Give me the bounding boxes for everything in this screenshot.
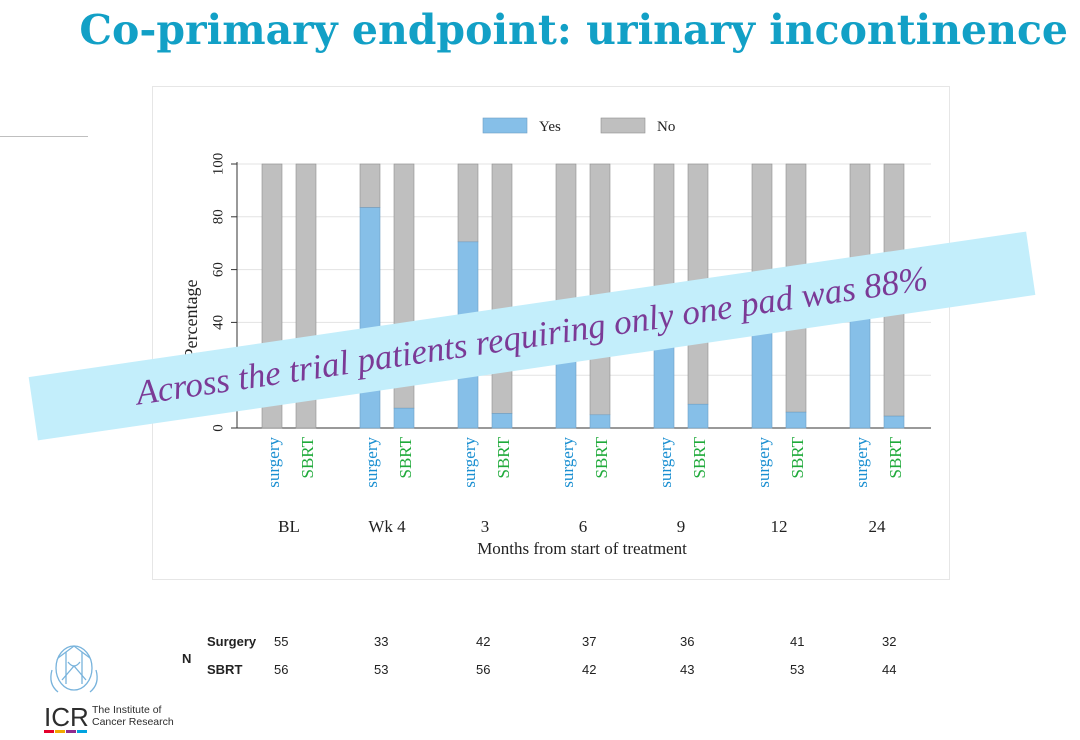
logo-underline-1 [44, 730, 54, 733]
n-table-cell: 56 [274, 662, 289, 677]
bar-arm-label: SBRT [298, 436, 317, 478]
legend-swatch-yes [482, 117, 528, 134]
bar-arm-label: surgery [362, 437, 381, 488]
n-table-label: N [182, 651, 192, 666]
bar-arm-label: surgery [656, 437, 675, 488]
bar-no [359, 163, 381, 208]
n-table-row-label: SBRT [207, 662, 243, 677]
n-table-cell: 32 [882, 634, 897, 649]
n-table-cell: 53 [790, 662, 805, 677]
chart-panel: Yes No 0 40 60 80 100 Percentage Months from s… [152, 86, 950, 580]
bar-yes [589, 414, 611, 429]
bar-yes [883, 415, 905, 429]
legend-label-no: No [657, 119, 675, 135]
bar-no [491, 163, 513, 414]
bar-yes [687, 403, 709, 429]
x-axis-title: Months from start of treatment [477, 539, 687, 558]
bar-arm-label: surgery [264, 437, 283, 488]
bar-arm-label: SBRT [592, 436, 611, 478]
x-group-label: 9 [677, 517, 686, 536]
x-group-label: BL [278, 517, 300, 536]
y-tick-label: 0 [210, 424, 226, 432]
y-axis-title: Percentage [181, 280, 201, 359]
bar-yes [393, 407, 415, 429]
icr-logo: ICR The Institute of Cancer Research [44, 645, 174, 733]
bar-yes [491, 413, 513, 429]
n-table-cell: 36 [680, 634, 695, 649]
x-group-label: 12 [771, 517, 788, 536]
n-table-cell: 41 [790, 634, 805, 649]
n-table-cell: 53 [374, 662, 389, 677]
legend-label-yes: Yes [539, 119, 561, 135]
slide-title: Co-primary endpoint: urinary incontinenc… [79, 6, 1068, 54]
logo-underline-2 [55, 730, 65, 733]
bar-arm-label: SBRT [886, 436, 905, 478]
chart-legend: Yes No [482, 117, 675, 135]
n-table-cell: 33 [374, 634, 389, 649]
bar-arm-label: SBRT [396, 436, 415, 478]
y-tick-label: 60 [210, 262, 226, 277]
legend-swatch-no [600, 117, 646, 134]
logo-underline-4 [77, 730, 87, 733]
bar-arm-label: surgery [754, 437, 773, 488]
n-table-cell: 37 [582, 634, 597, 649]
n-table-row-label: Surgery [207, 634, 257, 649]
bar-no [589, 163, 611, 416]
n-table-cell: 42 [582, 662, 597, 677]
logo-line-2: Cancer Research [92, 716, 174, 728]
n-table-cell: 55 [274, 634, 289, 649]
bar-arm-label: SBRT [690, 436, 709, 478]
y-tick-label: 100 [210, 153, 226, 176]
logo-line-1: The Institute of [92, 704, 162, 716]
crest-icon [50, 645, 98, 693]
y-tick-label: 40 [210, 315, 226, 330]
bar-yes [785, 411, 807, 429]
n-table-cell: 44 [882, 662, 897, 677]
x-group-label: 6 [579, 517, 588, 536]
x-group-label: 3 [481, 517, 490, 536]
bar-yes [359, 207, 381, 429]
bar-arm-label: surgery [460, 437, 479, 488]
n-table-cell: 56 [476, 662, 491, 677]
bar-no [457, 163, 479, 243]
x-group-label: Wk 4 [368, 517, 406, 536]
x-group-label: 24 [869, 517, 887, 536]
logo-underline-3 [66, 730, 76, 733]
y-tick-label: 80 [210, 209, 226, 224]
bar-arm-label: SBRT [494, 436, 513, 478]
bar-arm-label: surgery [558, 437, 577, 488]
chart-labels: 0 40 60 80 100 Percentage Months from start of… [181, 153, 905, 558]
side-divider [0, 136, 88, 137]
bar-arm-label: surgery [852, 437, 871, 488]
n-table-cell: 43 [680, 662, 695, 677]
n-table-cell: 42 [476, 634, 491, 649]
logo-abbr: ICR [44, 702, 89, 732]
bar-yes [849, 303, 871, 429]
bar-arm-label: SBRT [788, 436, 807, 478]
